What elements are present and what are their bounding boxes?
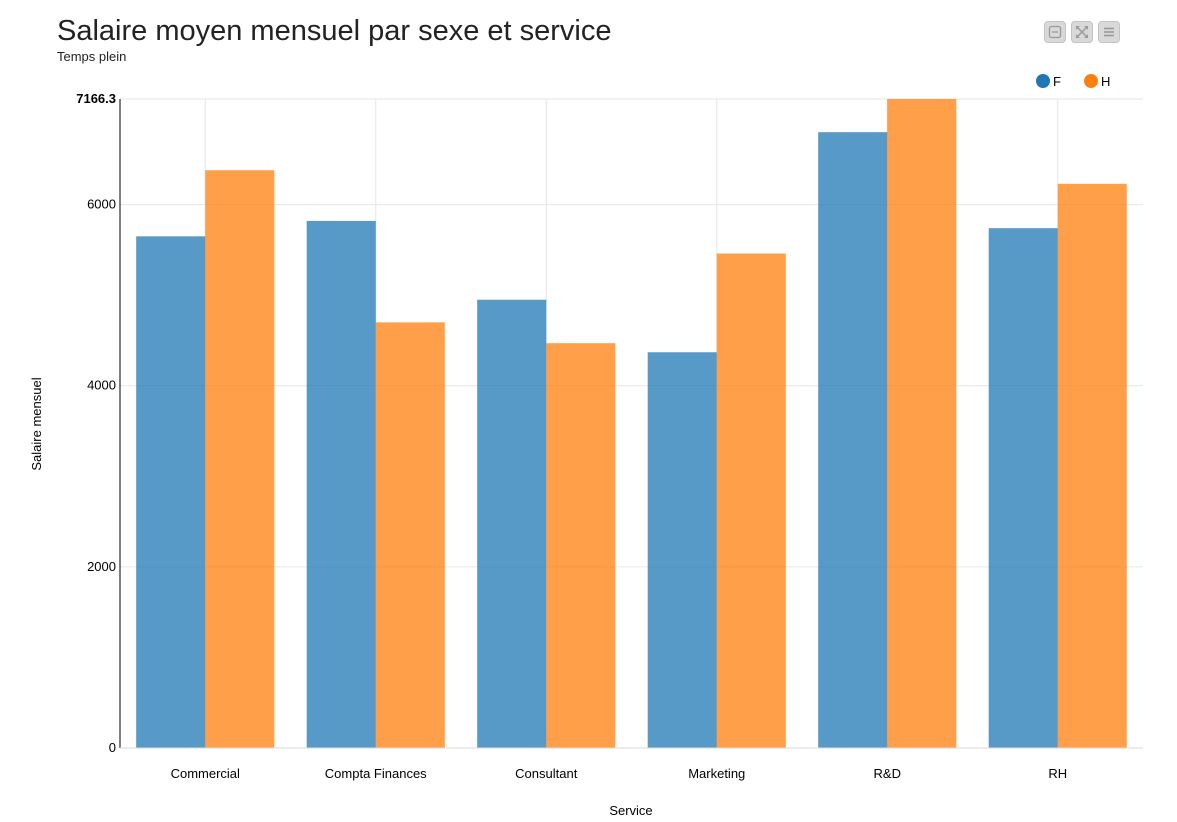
bar-f[interactable] — [306, 220, 376, 748]
bar-f[interactable] — [136, 236, 206, 749]
menu-button[interactable] — [1098, 21, 1120, 43]
chart-toolbar — [1044, 21, 1120, 43]
menu-icon — [1104, 27, 1114, 37]
y-tick-label: 4000 — [87, 378, 116, 393]
x-tick-label: RH — [1048, 766, 1067, 781]
bar-f[interactable] — [818, 132, 888, 748]
bar-h[interactable] — [375, 322, 445, 748]
minimize-button[interactable] — [1044, 21, 1066, 43]
fullscreen-button[interactable] — [1071, 21, 1093, 43]
bar-h[interactable] — [205, 170, 275, 749]
legend-marker-f[interactable] — [1036, 74, 1050, 88]
fullscreen-icon — [1076, 26, 1088, 38]
x-tick-label: Consultant — [515, 766, 578, 781]
x-axis-title: Service — [609, 803, 652, 818]
x-tick-label: Commercial — [171, 766, 240, 781]
minimize-icon — [1048, 25, 1062, 39]
y-tick-label: 2000 — [87, 559, 116, 574]
bar-h[interactable] — [887, 99, 957, 748]
legend-label-f[interactable]: F — [1053, 74, 1061, 89]
chart-title: Salaire moyen mensuel par sexe et servic… — [57, 15, 612, 47]
bar-h[interactable] — [546, 343, 616, 748]
y-tick-label: 0 — [109, 740, 116, 755]
chart-subtitle: Temps plein — [57, 49, 127, 64]
bar-h[interactable] — [716, 253, 786, 748]
x-tick-label: Compta Finances — [325, 766, 427, 781]
y-tick-label: 6000 — [87, 197, 116, 212]
bar-f[interactable] — [647, 352, 717, 748]
axes: 0 2000 4000 6000 7166.3 Commercial Compta Fina… — [76, 91, 1143, 781]
y-axis-title: Salaire mensuel — [29, 377, 44, 470]
x-tick-label: Marketing — [688, 766, 745, 781]
legend-marker-h[interactable] — [1084, 74, 1098, 88]
x-tick-label: R&D — [874, 766, 901, 781]
bar-f[interactable] — [477, 299, 547, 748]
y-tick-label: 7166.3 — [76, 91, 116, 106]
bars — [136, 99, 1127, 749]
legend-label-h[interactable]: H — [1101, 74, 1110, 89]
bar-f[interactable] — [988, 228, 1058, 748]
bar-h[interactable] — [1057, 183, 1127, 748]
